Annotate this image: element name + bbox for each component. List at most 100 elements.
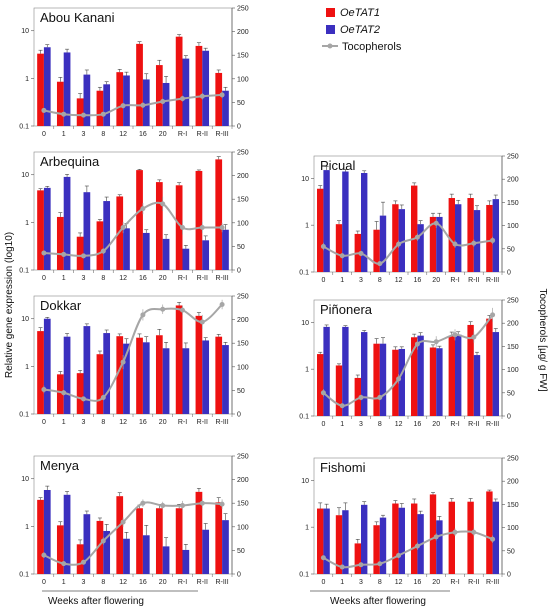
point-tocopherols: [320, 243, 326, 249]
bar-oetat1: [354, 543, 361, 574]
point-tocopherols: [199, 93, 205, 99]
bar-oetat1: [56, 81, 64, 126]
bar-oetat1: [155, 65, 163, 126]
bar-oetat1: [96, 520, 104, 574]
point-tocopherols: [414, 341, 420, 347]
point-tocopherols: [120, 519, 126, 525]
point-tocopherols: [452, 241, 458, 247]
bar-oetat1: [96, 90, 104, 126]
bar-oetat2: [379, 343, 387, 416]
bar-oetat1: [429, 216, 437, 272]
bar-oetat2: [398, 507, 405, 574]
bar-oetat1: [467, 198, 474, 272]
y2-tick-label: 100: [237, 220, 249, 227]
point-tocopherols: [140, 500, 146, 506]
bar-oetat1: [215, 336, 223, 414]
y2-tick-label: 150: [507, 200, 519, 207]
bar-oetat1: [317, 188, 324, 272]
bar-oetat2: [123, 538, 130, 574]
point-tocopherols: [320, 390, 326, 396]
point-tocopherols: [433, 339, 439, 345]
point-tocopherols: [396, 241, 402, 247]
legend-swatch-oetat1: [326, 8, 335, 17]
x-tick-label: 16: [139, 419, 147, 426]
bar-oetat1: [448, 335, 455, 416]
bar-oetat2: [202, 529, 210, 574]
bar-oetat1: [354, 377, 361, 416]
bar-oetat2: [123, 343, 130, 414]
point-tocopherols: [180, 96, 185, 102]
x-tick-label: 1: [62, 275, 66, 282]
x-axis-label-right: Weeks after flowering: [330, 596, 426, 607]
point-tocopherols: [219, 501, 225, 507]
bar-oetat1: [448, 198, 455, 272]
y2-tick-label: 100: [237, 76, 249, 83]
y2-tick-label: 50: [507, 548, 515, 555]
point-tocopherols: [81, 396, 86, 402]
x-tick-label: 3: [82, 419, 86, 426]
bar-oetat2: [182, 248, 190, 270]
point-tocopherols: [452, 332, 458, 338]
point-tocopherols: [160, 503, 166, 509]
legend-marker-tocopherols: [327, 43, 333, 49]
point-tocopherols: [81, 559, 86, 565]
point-tocopherols: [358, 250, 364, 256]
bar-oetat1: [486, 204, 493, 272]
point-tocopherols: [100, 248, 106, 254]
bar-oetat2: [398, 348, 405, 416]
y2-tick-label: 0: [237, 572, 241, 579]
bar-oetat2: [436, 216, 443, 272]
line-tocopherols: [322, 530, 493, 569]
bar-oetat2: [83, 192, 91, 270]
bar-oetat2: [182, 348, 190, 414]
x-tick-label: 8: [101, 579, 105, 586]
y-tick-label: 10: [301, 478, 309, 485]
point-tocopherols: [396, 376, 402, 382]
point-tocopherols: [471, 529, 477, 535]
bar-oetat2: [103, 84, 111, 126]
x-tick-label: 1: [62, 131, 66, 138]
point-tocopherols: [100, 538, 106, 544]
bar-oetat1: [155, 335, 163, 414]
bar-oetat2: [202, 340, 210, 414]
x-tick-label: R-III: [215, 579, 228, 586]
point-tocopherols: [339, 403, 345, 409]
bar-oetat1: [76, 373, 84, 414]
point-tocopherols: [120, 359, 126, 365]
x-tick-label: 12: [119, 131, 127, 138]
bar-oetat2: [142, 79, 150, 126]
panel-title: Arbequina: [40, 154, 100, 169]
point-tocopherols: [199, 319, 205, 325]
point-tocopherols: [140, 102, 146, 108]
bar-oetat1: [215, 159, 223, 270]
y-tick-label: 1: [305, 525, 309, 532]
y2-tick-label: 150: [507, 502, 519, 509]
x-tick-label: 1: [340, 421, 344, 428]
line-tocopherols: [43, 303, 223, 402]
x-tick-label: R-III: [486, 579, 499, 586]
point-tocopherols: [160, 98, 166, 104]
bar-oetat1: [175, 36, 183, 126]
bar-oetat2: [323, 326, 330, 416]
x-tick-label: R-I: [178, 275, 187, 282]
bar-oetat1: [37, 190, 44, 270]
point-tocopherols: [180, 225, 185, 231]
bar-oetat1: [96, 354, 104, 414]
bar-oetat2: [492, 501, 499, 574]
bar-oetat2: [123, 75, 130, 126]
x-tick-label: R-I: [178, 131, 187, 138]
bar-oetat1: [56, 525, 64, 574]
y2-tick-label: 200: [507, 177, 519, 184]
y2-tick-label: 100: [507, 223, 519, 230]
x-tick-label: 8: [101, 131, 105, 138]
y2-tick-label: 150: [237, 53, 249, 60]
point-tocopherols: [219, 225, 225, 231]
y2-tick-label: 100: [237, 524, 249, 531]
y-tick-label: 0.1: [19, 124, 29, 131]
y-tick-label: 0.1: [299, 572, 309, 579]
x-tick-label: R-I: [450, 579, 459, 586]
